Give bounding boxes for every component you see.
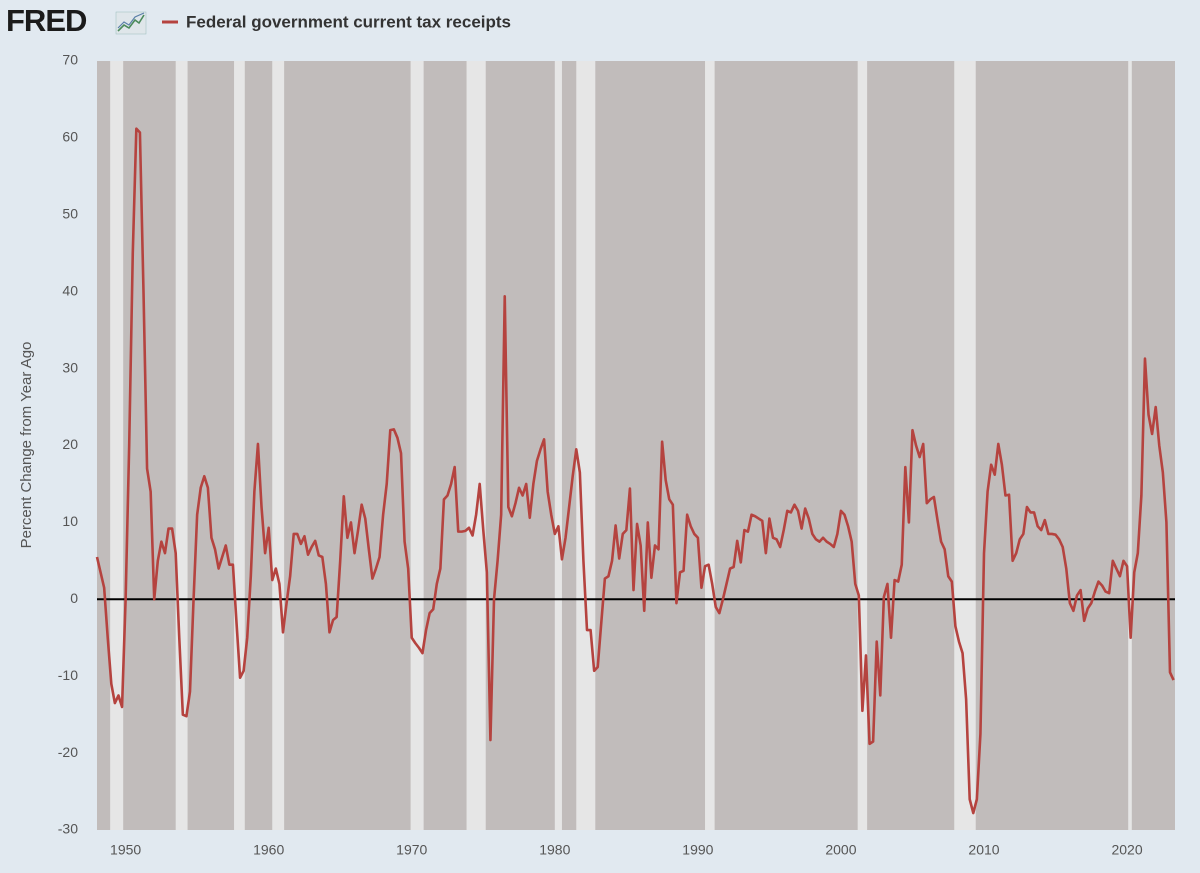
- y-tick-label: 30: [62, 359, 78, 375]
- logo: FRED: [6, 3, 87, 38]
- recession-band: [1128, 61, 1132, 830]
- x-tick-label: 1960: [253, 842, 284, 858]
- x-tick-label: 2000: [825, 842, 856, 858]
- recession-band: [175, 61, 188, 830]
- x-tick-label: 1980: [539, 842, 570, 858]
- x-tick-label: 1950: [110, 842, 141, 858]
- recession-band: [554, 61, 562, 830]
- y-tick-label: -30: [58, 821, 78, 837]
- recession-band: [410, 61, 424, 830]
- recession-band: [705, 61, 715, 830]
- recession-band: [954, 61, 976, 830]
- x-tick-label: 1970: [396, 842, 427, 858]
- y-axis-label: Percent Change from Year Ago: [18, 342, 35, 549]
- recession-band: [110, 61, 124, 830]
- x-tick-label: 2020: [1111, 842, 1142, 858]
- y-tick-label: 10: [62, 513, 78, 529]
- y-tick-label: 70: [62, 52, 78, 68]
- y-tick-label: 40: [62, 282, 78, 298]
- y-tick-label: 50: [62, 206, 78, 222]
- data-line: [95, 127, 1175, 815]
- y-tick-label: 60: [62, 129, 78, 145]
- y-tick-label: 20: [62, 436, 78, 452]
- x-tick-label: 1990: [682, 842, 713, 858]
- recession-band: [234, 61, 245, 830]
- y-tick-label: 0: [70, 590, 78, 606]
- recession-band: [857, 61, 868, 830]
- logo-icon: [115, 11, 147, 35]
- x-tick-label: 2010: [968, 842, 999, 858]
- y-tick-label: -20: [58, 744, 78, 760]
- recession-band: [466, 61, 486, 830]
- recession-band: [576, 61, 596, 830]
- recession-band: [272, 61, 285, 830]
- legend-label: Federal government current tax receipts: [186, 12, 511, 31]
- y-tick-label: -10: [58, 667, 78, 683]
